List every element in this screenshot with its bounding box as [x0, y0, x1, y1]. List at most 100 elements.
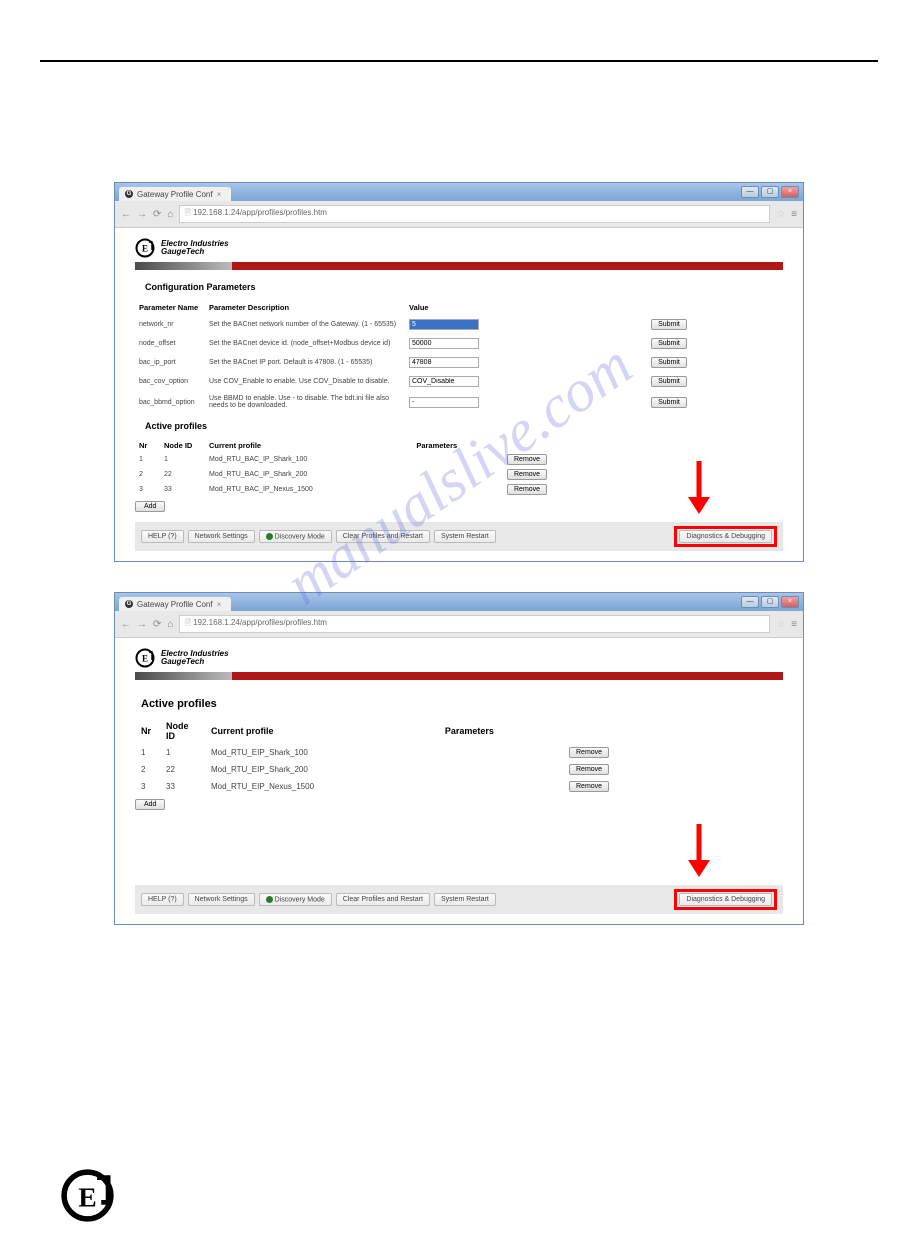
param-value-input[interactable]	[409, 357, 479, 368]
browser-tab[interactable]: G Gateway Profile Conf ×	[119, 187, 231, 201]
param-value-input[interactable]	[409, 376, 479, 387]
bookmark-icon[interactable]: ☆	[776, 619, 785, 630]
close-button[interactable]: ×	[781, 596, 799, 608]
menu-icon[interactable]: ≡	[791, 209, 797, 220]
network-settings-button[interactable]: Network Settings	[188, 530, 255, 543]
footer-logo: E	[60, 1168, 115, 1228]
reload-icon[interactable]: ⟳	[153, 619, 161, 630]
page-content-2: E Electro Industries GaugeTech Active pr…	[115, 638, 803, 924]
remove-button[interactable]: Remove	[507, 454, 547, 465]
submit-button[interactable]: Submit	[651, 397, 687, 408]
profile-name-link[interactable]: Mod_RTU_BAC_IP_Shark_100	[205, 452, 412, 467]
maximize-button[interactable]: ▢	[761, 596, 779, 608]
remove-button[interactable]: Remove	[569, 764, 609, 775]
param-value-input[interactable]	[409, 319, 479, 330]
submit-button[interactable]: Submit	[651, 376, 687, 387]
diagnostics-button[interactable]: Diagnostics & Debugging	[679, 893, 772, 906]
param-desc: Use COV_Enable to enable. Use COV_Disabl…	[205, 372, 405, 391]
profile-name-link[interactable]: Mod_RTU_EIP_Shark_200	[205, 761, 439, 778]
profile-name-link[interactable]: Mod_RTU_EIP_Nexus_1500	[205, 778, 439, 795]
discovery-mode-button[interactable]: Discovery Mode	[259, 893, 332, 906]
bookmark-icon[interactable]: ☆	[776, 209, 785, 220]
logo-row-2: E Electro Industries GaugeTech	[135, 644, 783, 672]
minimize-button[interactable]: —	[741, 186, 759, 198]
reload-icon[interactable]: ⟳	[153, 209, 161, 220]
url-input[interactable]: 🗎 192.168.1.24/app/profiles/profiles.htm	[179, 615, 770, 633]
help-button[interactable]: HELP (?)	[141, 530, 184, 543]
profile-row: 3 33 Mod_RTU_EIP_Nexus_1500 Remove	[135, 778, 783, 795]
discovery-mode-button[interactable]: Discovery Mode	[259, 530, 332, 543]
window-controls: — ▢ ×	[741, 186, 799, 198]
profile-name-link[interactable]: Mod_RTU_EIP_Shark_100	[205, 744, 439, 761]
tab-favicon-icon: G	[125, 600, 133, 608]
menu-icon[interactable]: ≡	[791, 619, 797, 630]
col-param-name: Parameter Name	[135, 300, 205, 315]
tab-close-icon[interactable]: ×	[217, 190, 222, 199]
system-restart-button[interactable]: System Restart	[434, 530, 496, 543]
header-rule	[40, 60, 878, 62]
param-desc: Set the BACnet IP port. Default is 47808…	[205, 353, 405, 372]
tab-area: G Gateway Profile Conf ×	[119, 183, 231, 201]
col-nr: Nr	[135, 439, 160, 452]
forward-icon[interactable]: →	[137, 209, 147, 220]
diag-highlight-box-2: Diagnostics & Debugging	[674, 889, 777, 910]
logo-text-2: Electro Industries GaugeTech	[161, 650, 229, 666]
param-value-input[interactable]	[409, 338, 479, 349]
system-restart-button[interactable]: System Restart	[434, 893, 496, 906]
help-button[interactable]: HELP (?)	[141, 893, 184, 906]
tab-close-icon[interactable]: ×	[217, 600, 222, 609]
profile-nr: 2	[135, 467, 160, 482]
red-arrow-2	[684, 822, 714, 877]
col-node: Node ID	[160, 439, 205, 452]
col-current: Current profile	[205, 439, 412, 452]
add-button-1[interactable]: Add	[135, 501, 165, 512]
remove-button[interactable]: Remove	[569, 781, 609, 792]
param-row: node_offset Set the BACnet device id. (n…	[135, 334, 783, 353]
profile-node: 1	[160, 452, 205, 467]
remove-button[interactable]: Remove	[507, 469, 547, 480]
col-params: Parameters	[439, 718, 563, 744]
clear-restart-button[interactable]: Clear Profiles and Restart	[336, 893, 430, 906]
status-dot-icon	[266, 896, 273, 903]
diagnostics-button[interactable]: Diagnostics & Debugging	[679, 530, 772, 543]
profile-nr: 1	[135, 744, 160, 761]
home-icon[interactable]: ⌂	[167, 209, 173, 220]
profile-row: 2 22 Mod_RTU_EIP_Shark_200 Remove	[135, 761, 783, 778]
submit-button[interactable]: Submit	[651, 338, 687, 349]
address-bar-2: ← → ⟳ ⌂ 🗎 192.168.1.24/app/profiles/prof…	[115, 611, 803, 638]
banner-gray	[135, 672, 232, 680]
param-value-input[interactable]	[409, 397, 479, 408]
home-icon[interactable]: ⌂	[167, 619, 173, 630]
diag-highlight-box: Diagnostics & Debugging	[674, 526, 777, 547]
red-arrow-1	[684, 459, 714, 514]
network-settings-button[interactable]: Network Settings	[188, 893, 255, 906]
col-params: Parameters	[412, 439, 503, 452]
profile-name-link[interactable]: Mod_RTU_BAC_IP_Nexus_1500	[205, 482, 412, 497]
minimize-button[interactable]: —	[741, 596, 759, 608]
profile-row: 1 1 Mod_RTU_EIP_Shark_100 Remove	[135, 744, 783, 761]
col-param-value: Value	[405, 300, 647, 315]
clear-restart-button[interactable]: Clear Profiles and Restart	[336, 530, 430, 543]
remove-button[interactable]: Remove	[569, 747, 609, 758]
profile-nr: 1	[135, 452, 160, 467]
remove-button[interactable]: Remove	[507, 484, 547, 495]
back-icon[interactable]: ←	[121, 209, 131, 220]
close-button[interactable]: ×	[781, 186, 799, 198]
bottom-toolbar-1: HELP (?) Network Settings Discovery Mode…	[135, 522, 783, 551]
submit-button[interactable]: Submit	[651, 357, 687, 368]
maximize-button[interactable]: ▢	[761, 186, 779, 198]
config-params-heading: Configuration Parameters	[145, 282, 783, 292]
profile-name-link[interactable]: Mod_RTU_BAC_IP_Shark_200	[205, 467, 412, 482]
add-button-2[interactable]: Add	[135, 799, 165, 810]
logo-line2: GaugeTech	[161, 248, 229, 256]
col-nr: Nr	[135, 718, 160, 744]
screenshot-2: G Gateway Profile Conf × — ▢ × ← → ⟳ ⌂ 🗎	[114, 592, 804, 925]
page-icon: 🗎	[184, 618, 190, 627]
svg-text:E: E	[78, 1182, 96, 1213]
col-node: Node ID	[160, 718, 205, 744]
url-input[interactable]: 🗎 192.168.1.24/app/profiles/profiles.htm	[179, 205, 770, 223]
browser-tab-2[interactable]: G Gateway Profile Conf ×	[119, 597, 231, 611]
forward-icon[interactable]: →	[137, 619, 147, 630]
back-icon[interactable]: ←	[121, 619, 131, 630]
submit-button[interactable]: Submit	[651, 319, 687, 330]
